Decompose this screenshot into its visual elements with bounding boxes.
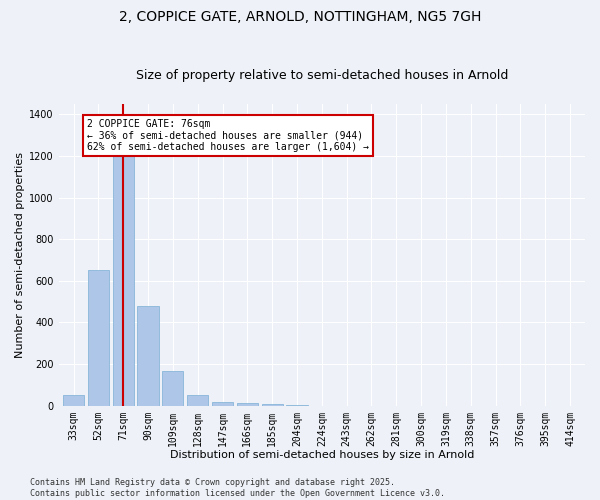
- Bar: [113, 156, 134, 406]
- Text: 2 COPPICE GATE: 76sqm
← 36% of semi-detached houses are smaller (944)
62% of sem: 2 COPPICE GATE: 76sqm ← 36% of semi-deta…: [87, 118, 369, 152]
- Bar: [137, 306, 158, 406]
- Bar: [286, 404, 308, 406]
- Bar: [88, 270, 109, 406]
- Bar: [212, 402, 233, 406]
- Bar: [237, 403, 258, 406]
- Bar: [163, 372, 184, 406]
- Text: 2, COPPICE GATE, ARNOLD, NOTTINGHAM, NG5 7GH: 2, COPPICE GATE, ARNOLD, NOTTINGHAM, NG5…: [119, 10, 481, 24]
- Title: Size of property relative to semi-detached houses in Arnold: Size of property relative to semi-detach…: [136, 69, 508, 82]
- Y-axis label: Number of semi-detached properties: Number of semi-detached properties: [15, 152, 25, 358]
- Bar: [63, 396, 84, 406]
- X-axis label: Distribution of semi-detached houses by size in Arnold: Distribution of semi-detached houses by …: [170, 450, 474, 460]
- Bar: [187, 396, 208, 406]
- Bar: [262, 404, 283, 406]
- Text: Contains HM Land Registry data © Crown copyright and database right 2025.
Contai: Contains HM Land Registry data © Crown c…: [30, 478, 445, 498]
